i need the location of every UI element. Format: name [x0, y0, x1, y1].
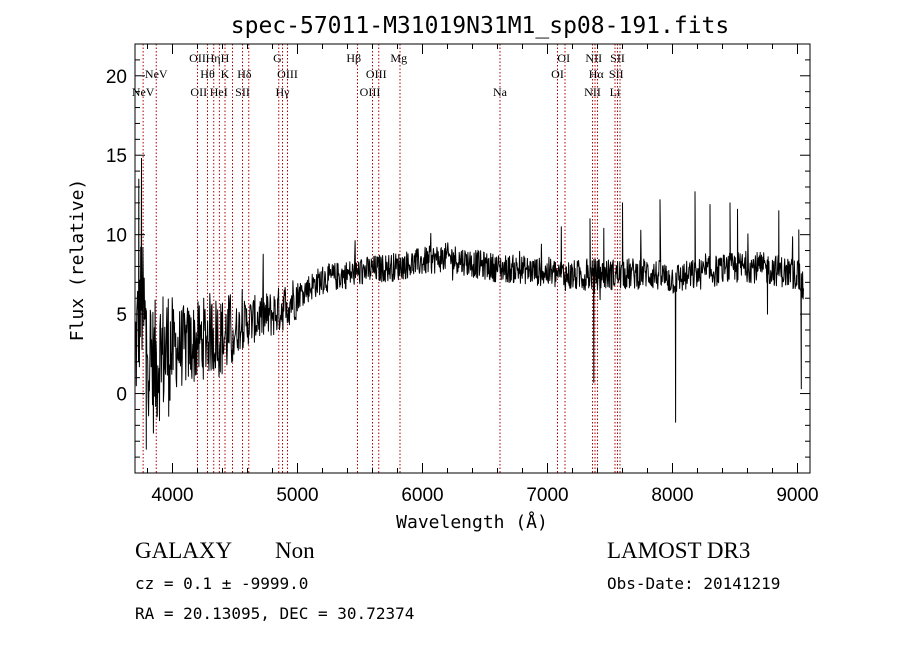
emission-line-label: Hβ — [346, 51, 361, 65]
emission-line-label: Mg — [390, 51, 407, 65]
emission-line-label: Hθ — [200, 67, 215, 81]
emission-line-label: Hγ — [276, 85, 291, 99]
emission-line-label: NeV — [145, 67, 168, 81]
emission-line-markers — [142, 44, 621, 473]
spectrum-series — [134, 157, 804, 450]
emission-line-label: Li — [610, 85, 621, 99]
emission-line-label: G — [273, 51, 282, 65]
emission-line-label: SII — [235, 85, 250, 99]
y-tick-label: 0 — [116, 385, 127, 406]
emission-line-label: NII — [585, 51, 602, 65]
emission-line-label: HeI — [210, 85, 228, 99]
coordinates: RA = 20.13095, DEC = 30.72374 — [135, 604, 415, 623]
x-tick-label: 6000 — [401, 485, 443, 506]
emission-line-labels: NeV NeV OII OII Hθ Hη HeI HK Hδ SII G OIII Hγ Hβ OIII O… — [132, 51, 625, 99]
emission-line-label: OIII — [360, 85, 381, 99]
object-subclass: Non — [275, 538, 315, 563]
emission-line-label: NeV — [132, 85, 155, 99]
x-tick-label: 4000 — [151, 485, 193, 506]
emission-line-label: Na — [493, 85, 508, 99]
emission-line-label: OI — [557, 51, 570, 65]
emission-line-label: SII — [610, 51, 625, 65]
chart-title: spec-57011-M31019N31M1_sp08-191.fits — [231, 13, 730, 39]
axis-ticks: 4000 5000 6000 7000 8000 9000 0 5 10 15 20 — [106, 43, 819, 506]
emission-line-label: H — [221, 51, 230, 65]
y-tick-label: 5 — [116, 305, 127, 326]
survey-name: LAMOST DR3 — [607, 538, 751, 563]
y-tick-label: 20 — [106, 67, 127, 88]
x-tick-label: 7000 — [526, 485, 568, 506]
x-tick-label: 9000 — [776, 485, 818, 506]
emission-line-label: OII — [190, 85, 207, 99]
x-tick-label: 5000 — [276, 485, 318, 506]
x-axis-label: Wavelength (Å) — [396, 511, 548, 533]
y-tick-label: 15 — [106, 146, 127, 167]
emission-line-label: K — [221, 67, 230, 81]
y-tick-label: 10 — [106, 226, 127, 247]
emission-line-label: OIII — [277, 67, 298, 81]
emission-line-label: Hη — [206, 51, 221, 65]
emission-line-label: OII — [189, 51, 206, 65]
emission-line-label: SII — [609, 67, 624, 81]
emission-line-label: OI — [551, 67, 564, 81]
x-tick-label: 8000 — [651, 485, 693, 506]
object-class: GALAXY — [135, 538, 233, 563]
emission-line-label: OIII — [366, 67, 387, 81]
y-axis-label: Flux (relative) — [67, 179, 88, 342]
redshift-cz: cz = 0.1 ± -9999.0 — [135, 574, 309, 593]
emission-line-label: NII — [584, 85, 601, 99]
spectrum-line — [134, 157, 804, 450]
emission-line-label: Hα — [589, 67, 605, 81]
emission-line-label: Hδ — [237, 67, 252, 81]
obs-date: Obs-Date: 20141219 — [607, 574, 781, 593]
